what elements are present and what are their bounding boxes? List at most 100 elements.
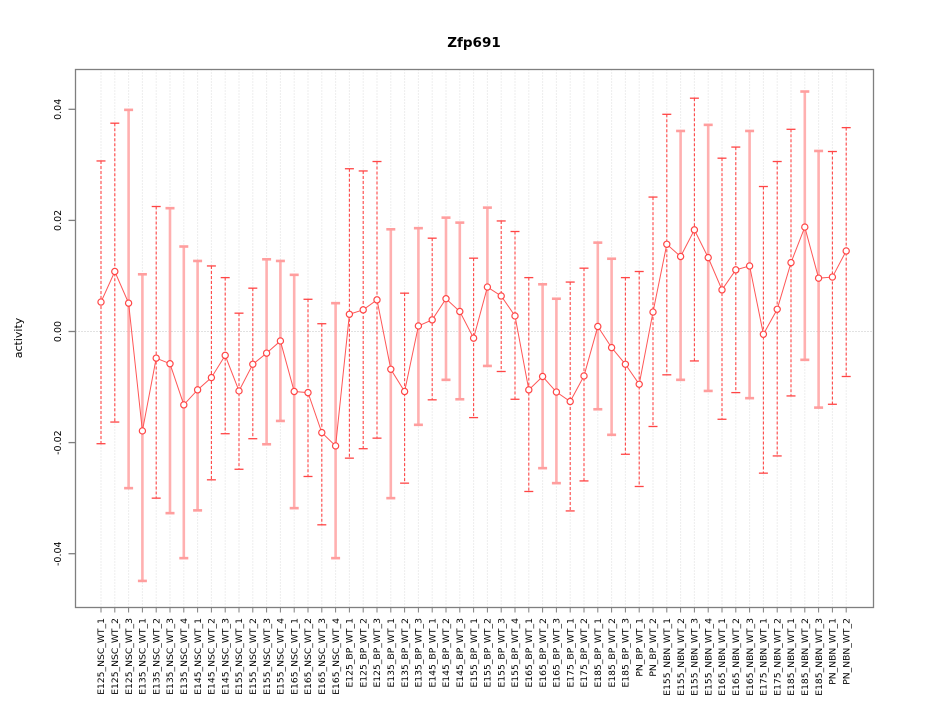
x-tick-label: E155_NSC_WT_4	[276, 618, 287, 695]
x-tick-label: E125_NSC_WT_3	[124, 618, 135, 695]
x-tick-label: E145_BP_WT_2	[441, 618, 452, 688]
data-point	[525, 386, 533, 394]
data-point	[773, 305, 781, 313]
data-point	[483, 283, 492, 291]
data-point	[456, 307, 464, 316]
x-tick-label: E165_NSC_WT_2	[303, 618, 314, 695]
x-tick-label: E145_NSC_WT_2	[207, 618, 218, 695]
data-point	[180, 401, 188, 409]
data-point	[580, 372, 588, 380]
x-tick-label: E125_NSC_WT_2	[110, 618, 121, 695]
x-tick-label: E125_BP_WT_3	[372, 618, 383, 688]
x-tick-label: E145_NSC_WT_3	[220, 618, 231, 695]
data-point	[249, 360, 257, 368]
data-point	[842, 247, 850, 255]
x-tick-label: E165_NBN_WT_1	[717, 618, 728, 696]
data-point	[152, 354, 160, 362]
x-tick-label: E165_BP_WT_2	[538, 618, 549, 688]
x-tick-label: E135_BP_WT_2	[400, 618, 411, 688]
data-point	[359, 306, 367, 314]
x-tick-label: E185_BP_WT_3	[621, 618, 632, 688]
data-point	[511, 312, 519, 320]
x-tick-label: E125_NSC_WT_1	[96, 618, 107, 695]
x-tick-label: E155_NBN_WT_3	[690, 618, 701, 696]
x-tick-label: E165_NSC_WT_3	[317, 618, 328, 695]
data-point	[594, 322, 602, 331]
y-tick-label: 0.04	[53, 99, 64, 120]
x-tick-label: E135_NSC_WT_4	[179, 618, 190, 695]
x-tick-label: E125_BP_WT_2	[358, 618, 369, 688]
x-tick-label: PN_NBN_WT_2	[841, 618, 852, 685]
data-point	[759, 330, 768, 338]
data-point	[304, 388, 312, 397]
y-axis-title: activity	[12, 317, 25, 358]
x-tick-label: E145_BP_WT_3	[455, 618, 466, 688]
data-point	[373, 296, 381, 304]
grid-layer	[75, 69, 874, 608]
x-tick-label: E145_BP_WT_1	[427, 618, 438, 688]
x-tick-label: E155_NSC_WT_3	[262, 618, 273, 695]
x-tick-label: E165_NSC_WT_4	[331, 618, 342, 695]
data-point	[331, 442, 340, 450]
data-point	[745, 262, 754, 270]
data-point	[290, 387, 298, 396]
x-tick-label: E175_BP_WT_2	[579, 618, 590, 688]
x-tick-label: E175_NBN_WT_1	[759, 618, 770, 696]
x-tick-label: E155_BP_WT_1	[469, 618, 480, 688]
data-point	[718, 286, 726, 294]
data-point	[442, 295, 450, 303]
data-point	[552, 388, 561, 396]
x-tick-label: E155_BP_WT_2	[483, 618, 494, 688]
y-tick-label: 0.00	[53, 321, 64, 342]
data-point	[814, 274, 823, 282]
x-tick-label: E155_NBN_WT_2	[676, 618, 687, 696]
x-tick-label: E165_NSC_WT_1	[289, 618, 300, 695]
x-tick-label: E165_NBN_WT_3	[745, 618, 756, 696]
x-tick-label: E145_NSC_WT_1	[193, 618, 204, 695]
x-tick-label: E135_BP_WT_3	[414, 618, 425, 688]
data-point	[387, 365, 395, 373]
data-point	[787, 258, 795, 267]
data-point	[166, 360, 174, 368]
data-point	[621, 360, 630, 368]
x-tick-label: E155_BP_WT_3	[496, 618, 507, 688]
data-point	[607, 343, 616, 352]
data-point	[469, 334, 478, 342]
x-tick-label: E185_NBN_WT_3	[814, 618, 825, 696]
data-point	[138, 427, 147, 435]
x-tick-label: E155_NSC_WT_1	[234, 618, 245, 695]
x-tick-label: PN_BP_WT_1	[634, 618, 645, 677]
x-tick-label: E125_BP_WT_1	[345, 618, 356, 688]
data-point	[538, 372, 547, 381]
x-tick-label: E165_BP_WT_1	[524, 618, 535, 688]
data-point	[497, 292, 505, 300]
data-point	[649, 308, 657, 316]
data-point	[318, 428, 326, 437]
data-point	[690, 226, 699, 234]
chart-title: Zfp691	[447, 35, 501, 51]
data-point	[428, 316, 436, 324]
x-tick-label: E165_NBN_WT_2	[731, 618, 742, 696]
series-layer	[97, 223, 850, 450]
data-point	[566, 397, 574, 406]
x-tick-label: E165_BP_WT_3	[552, 618, 563, 688]
y-tick-label: -0.04	[53, 541, 64, 566]
data-point	[207, 373, 216, 382]
y-tick-label: 0.02	[53, 210, 64, 231]
x-tick-label: E175_NBN_WT_2	[772, 618, 783, 696]
data-point	[663, 240, 671, 248]
data-point	[704, 253, 712, 262]
data-point	[235, 387, 243, 395]
data-point	[97, 298, 105, 306]
data-point	[193, 386, 202, 394]
x-tick-label: E155_BP_WT_4	[510, 618, 521, 688]
x-tick-label: E135_NSC_WT_2	[151, 618, 162, 695]
data-point	[732, 266, 740, 274]
x-tick-label: E175_BP_WT_1	[565, 618, 576, 688]
x-tick-label: PN_BP_WT_2	[648, 618, 659, 677]
data-point	[414, 322, 423, 330]
x-tick-label: E185_BP_WT_2	[607, 618, 618, 688]
